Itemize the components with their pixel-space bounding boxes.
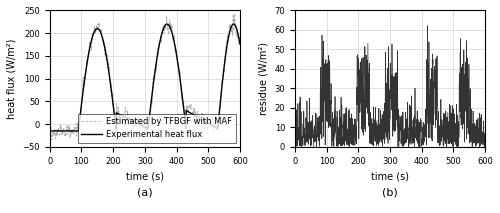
Experimental heat flux — [150, 81, 156, 83]
Estimated by TFBGF with MAF — [237, 39, 243, 42]
Y-axis label: heat flux (W/m²): heat flux (W/m²) — [7, 39, 17, 119]
Estimated by TFBGF with MAF — [130, 120, 136, 123]
Legend: Estimated by TFBGF with MAF, Experimental heat flux: Estimated by TFBGF with MAF, Experimenta… — [78, 114, 236, 143]
Line: Estimated by TFBGF with MAF: Estimated by TFBGF with MAF — [50, 14, 240, 140]
Experimental heat flux — [237, 43, 243, 45]
X-axis label: time (s): time (s) — [126, 171, 164, 181]
Estimated by TFBGF with MAF — [151, 74, 157, 77]
Experimental heat flux — [72, 130, 78, 132]
Estimated by TFBGF with MAF — [232, 13, 237, 15]
Experimental heat flux — [46, 130, 52, 132]
Estimated by TFBGF with MAF — [72, 129, 78, 131]
X-axis label: time (s): time (s) — [371, 171, 409, 181]
Y-axis label: residue (W/m²): residue (W/m²) — [259, 42, 269, 115]
Line: Experimental heat flux: Experimental heat flux — [50, 24, 240, 131]
Text: (b): (b) — [382, 188, 398, 198]
Experimental heat flux — [230, 23, 236, 25]
Estimated by TFBGF with MAF — [46, 128, 52, 130]
Experimental heat flux — [79, 100, 85, 103]
Text: (a): (a) — [137, 188, 152, 198]
Estimated by TFBGF with MAF — [49, 139, 55, 141]
Experimental heat flux — [111, 109, 117, 111]
Estimated by TFBGF with MAF — [147, 111, 153, 114]
Experimental heat flux — [129, 119, 135, 122]
Experimental heat flux — [146, 113, 152, 116]
Estimated by TFBGF with MAF — [111, 112, 117, 115]
Estimated by TFBGF with MAF — [79, 98, 85, 101]
